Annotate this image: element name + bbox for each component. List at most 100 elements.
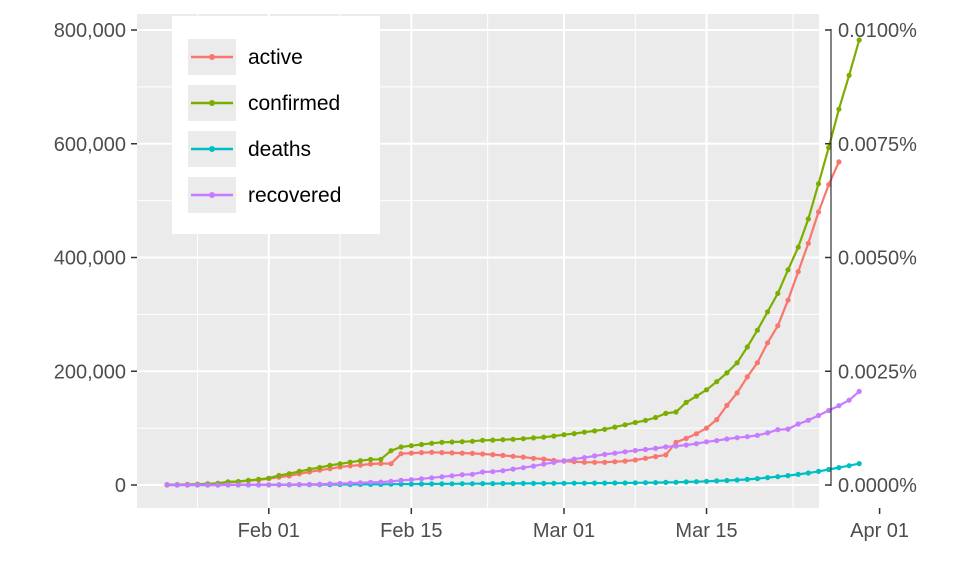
data-point-confirmed xyxy=(286,471,292,477)
data-point-active xyxy=(398,451,404,457)
data-point-confirmed xyxy=(571,431,577,437)
data-point-active xyxy=(785,297,791,303)
data-point-confirmed xyxy=(500,437,506,443)
data-point-active xyxy=(368,461,374,467)
legend-label-recovered: recovered xyxy=(248,184,341,207)
data-point-recovered xyxy=(368,479,374,485)
x-tick-label: Mar 01 xyxy=(533,520,595,542)
data-point-confirmed xyxy=(785,267,791,273)
data-point-deaths xyxy=(490,481,496,487)
data-point-deaths xyxy=(653,480,659,486)
data-point-deaths xyxy=(541,480,547,486)
data-point-recovered xyxy=(602,451,608,457)
data-point-recovered xyxy=(846,397,852,403)
data-point-deaths xyxy=(846,463,852,469)
data-point-active xyxy=(765,340,771,346)
data-point-deaths xyxy=(581,480,588,486)
data-point-confirmed xyxy=(846,72,852,78)
data-point-recovered xyxy=(306,481,313,487)
data-point-recovered xyxy=(317,481,323,487)
data-point-active xyxy=(500,452,506,458)
data-point-active xyxy=(642,455,649,461)
data-point-confirmed xyxy=(693,393,700,399)
data-point-recovered xyxy=(286,482,292,488)
y-tick-label-left: 200,000 xyxy=(54,361,126,383)
data-point-confirmed xyxy=(815,181,822,187)
data-point-active xyxy=(734,390,740,396)
data-point-active xyxy=(408,450,414,456)
data-point-recovered xyxy=(164,482,170,488)
data-point-confirmed xyxy=(266,475,272,481)
data-point-deaths xyxy=(663,479,669,485)
data-point-recovered xyxy=(459,472,465,478)
data-point-active xyxy=(480,451,486,457)
data-point-recovered xyxy=(683,442,689,448)
data-point-active xyxy=(357,462,363,468)
data-point-confirmed xyxy=(632,419,638,426)
data-point-active xyxy=(795,269,801,275)
data-point-confirmed xyxy=(510,436,516,442)
legend-point-deaths xyxy=(209,146,215,152)
data-point-confirmed xyxy=(775,290,781,296)
data-point-confirmed xyxy=(744,344,750,350)
data-point-confirmed xyxy=(551,433,557,439)
data-point-recovered xyxy=(480,469,486,475)
data-point-recovered xyxy=(622,449,628,455)
data-point-confirmed xyxy=(703,387,710,393)
data-point-confirmed xyxy=(622,422,628,428)
data-point-confirmed xyxy=(480,437,486,443)
data-point-active xyxy=(744,374,750,380)
data-point-deaths xyxy=(765,475,771,481)
x-tick-label: Apr 01 xyxy=(850,520,909,542)
data-point-recovered xyxy=(724,436,730,442)
data-point-recovered xyxy=(673,443,679,449)
data-point-confirmed xyxy=(724,370,730,376)
data-point-active xyxy=(449,450,455,456)
data-point-active xyxy=(520,454,526,460)
data-point-recovered xyxy=(398,477,404,483)
data-point-confirmed xyxy=(378,456,384,462)
data-point-deaths xyxy=(500,480,506,487)
data-point-deaths xyxy=(561,480,567,486)
data-point-recovered xyxy=(256,482,262,488)
legend-point-recovered xyxy=(209,192,215,198)
data-point-active xyxy=(703,425,710,431)
data-point-confirmed xyxy=(765,309,771,315)
data-point-active xyxy=(673,439,679,445)
data-point-recovered xyxy=(856,388,862,394)
data-point-recovered xyxy=(734,435,740,441)
data-point-recovered xyxy=(215,482,221,488)
y-tick-label-left: 800,000 xyxy=(54,20,126,42)
data-point-deaths xyxy=(592,480,598,486)
data-point-deaths xyxy=(703,478,710,484)
data-point-active xyxy=(754,360,761,366)
data-point-active xyxy=(815,209,822,215)
data-point-recovered xyxy=(469,471,475,477)
data-point-recovered xyxy=(449,473,455,479)
x-tick-label: Feb 01 xyxy=(238,520,300,542)
data-point-active xyxy=(622,458,628,464)
data-point-recovered xyxy=(754,432,761,438)
data-point-confirmed xyxy=(327,462,333,468)
legend-item-deaths: deaths xyxy=(188,131,311,167)
data-point-active xyxy=(693,431,700,437)
data-point-confirmed xyxy=(459,439,465,445)
data-point-deaths xyxy=(836,465,842,471)
y-tick-label-right: 0.0025% xyxy=(838,361,917,383)
data-point-deaths xyxy=(520,480,526,486)
data-point-deaths xyxy=(724,477,730,484)
y-tick-label-right: 0.0075% xyxy=(838,134,917,156)
data-point-deaths xyxy=(734,477,740,483)
data-point-recovered xyxy=(439,474,445,480)
data-point-confirmed xyxy=(754,327,761,333)
data-point-recovered xyxy=(795,421,801,427)
data-point-recovered xyxy=(266,482,272,488)
data-point-recovered xyxy=(296,481,302,488)
y-tick-label-right: 0.0100% xyxy=(838,20,917,42)
legend-item-recovered: recovered xyxy=(188,177,341,213)
data-point-confirmed xyxy=(592,428,598,434)
data-point-recovered xyxy=(205,482,211,488)
data-point-confirmed xyxy=(337,461,343,467)
data-point-recovered xyxy=(765,430,771,436)
data-point-active xyxy=(490,452,496,458)
